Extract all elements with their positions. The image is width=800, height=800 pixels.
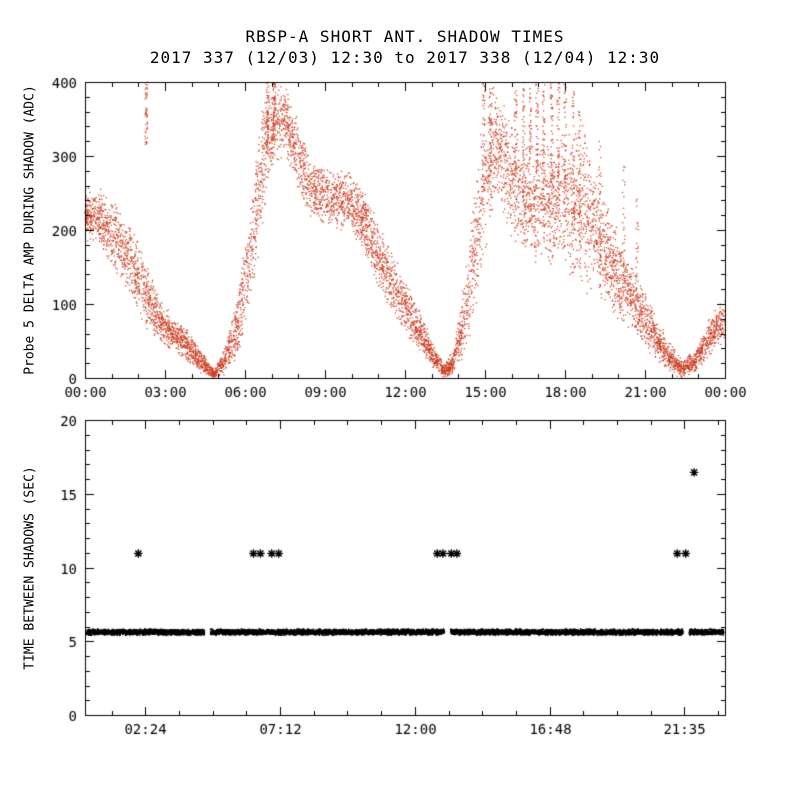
top-y-axis-title: Probe 5 DELTA AMP DURING SHADOW (ADC) [22, 85, 38, 375]
chart-title: RBSP-A SHORT ANT. SHADOW TIMES [245, 27, 565, 46]
bottom-y-axis-title: TIME BETWEEN SHADOWS (SEC) [22, 466, 38, 670]
chart-subtitle: 2017 337 (12/03) 12:30 to 2017 338 (12/0… [149, 48, 661, 67]
